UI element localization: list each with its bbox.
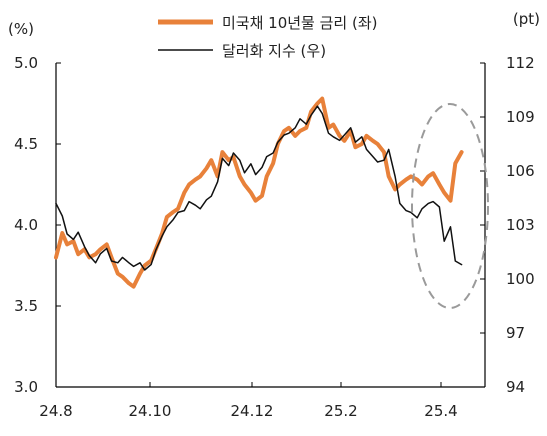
right-tick-label: 97 [506, 324, 525, 342]
x-tick-label: 24.10 [129, 402, 172, 420]
legend-label-treasury: 미국채 10년물 금리 (좌) [222, 14, 378, 32]
legend-label-dollar-index: 달러화 지수 (우) [222, 42, 326, 60]
right-axis-unit: (pt) [513, 10, 540, 28]
left-tick-label: 4.0 [14, 216, 38, 234]
left-axis-unit: (%) [8, 20, 34, 38]
x-tick-label: 24.8 [39, 402, 72, 420]
highlight-ellipse [411, 103, 489, 309]
x-tick-label: 24.12 [231, 402, 274, 420]
dollar-index-line [55, 105, 463, 271]
right-tick-label: 112 [506, 54, 535, 72]
right-tick-label: 109 [506, 108, 535, 126]
axes [55, 62, 486, 388]
x-tick-label: 25.2 [324, 402, 357, 420]
left-tick-label: 3.5 [14, 297, 38, 315]
right-tick-label: 106 [506, 162, 535, 180]
left-tick-label: 4.5 [14, 135, 38, 153]
legend: 미국채 10년물 금리 (좌) 달러화 지수 (우) [158, 14, 378, 60]
right-tick-label: 103 [506, 216, 535, 234]
series-lines [54, 96, 464, 289]
treasury-10y-line [54, 96, 464, 289]
x-tick-label: 25.4 [424, 402, 457, 420]
left-tick-label: 3.0 [14, 378, 38, 396]
right-tick-label: 100 [506, 270, 535, 288]
right-tick-label: 94 [506, 378, 525, 396]
tick-labels: 3.0 3.5 4.0 4.5 5.0 94 97 100 103 106 109 112 24.8 24… [14, 54, 535, 420]
left-tick-label: 5.0 [14, 54, 38, 72]
